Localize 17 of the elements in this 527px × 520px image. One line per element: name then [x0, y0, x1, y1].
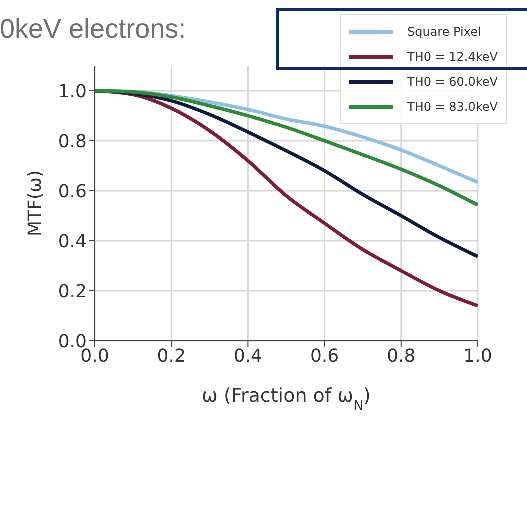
legend-label: Square Pixel	[407, 24, 482, 38]
y-axis-title: MTF(ω)	[25, 170, 46, 236]
legend-label: TH0 = 12.4keV	[407, 50, 498, 64]
x-tick-label: 0.2	[157, 346, 186, 367]
x-tick-label: 0.6	[310, 346, 340, 367]
x-tick-label: 0.8	[387, 346, 416, 367]
x-tick-label: 1.0	[464, 346, 492, 367]
y-tick-label: 0.8	[58, 131, 87, 152]
legend-label: TH0 = 83.0keV	[407, 100, 498, 114]
legend-label: TH0 = 60.0keV	[407, 74, 498, 88]
chart-title: 0keV electrons:	[0, 14, 186, 45]
y-tick-label: 0.4	[58, 231, 87, 252]
y-tick-label: 0.2	[58, 281, 87, 302]
y-tick-label: 1.0	[58, 81, 87, 102]
x-tick-label: 0.4	[234, 346, 263, 367]
y-tick-label: 0.6	[58, 181, 87, 202]
x-axis-title: ω (Fraction of ω$_{N}$)	[202, 385, 371, 414]
